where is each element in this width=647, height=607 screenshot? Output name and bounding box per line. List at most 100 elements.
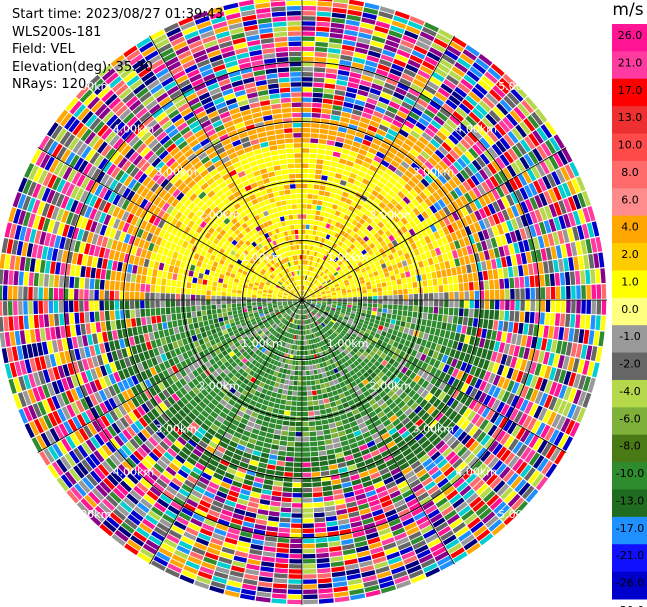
ray-gate (407, 355, 415, 363)
ray-gate (596, 284, 602, 299)
ray-gate (103, 375, 112, 387)
ray-gate (247, 341, 253, 348)
ray-gate (370, 177, 379, 185)
ray-gate (318, 330, 322, 336)
ray-gate (300, 304, 302, 310)
ray-gate (487, 203, 496, 215)
ray-gate (478, 208, 487, 219)
ray-gate (573, 328, 580, 343)
ray-gate (392, 329, 398, 336)
ray-gate (515, 370, 524, 383)
ray-gate (230, 406, 239, 414)
ray-gate (135, 394, 145, 405)
ray-gate (274, 398, 281, 404)
ray-gate (413, 511, 427, 521)
ray-gate (285, 374, 291, 380)
ray-gate (379, 467, 390, 476)
ray-gate (234, 372, 242, 379)
ray-gate (410, 442, 420, 452)
ray-gate (327, 375, 333, 382)
ray-gate (273, 318, 279, 322)
ray-gate (333, 0, 349, 4)
ray-gate (377, 363, 385, 371)
ray-gate (319, 317, 324, 322)
ray-gate (320, 248, 325, 254)
ray-gate (458, 351, 466, 362)
ray-gate (298, 320, 300, 325)
ray-gate (325, 263, 331, 269)
ray-gate (497, 268, 504, 279)
ray-gate (375, 279, 381, 284)
ray-gate (46, 397, 56, 412)
ray-gate (150, 560, 166, 572)
ray-gate (383, 206, 391, 214)
ray-gate (496, 483, 510, 497)
ray-gate (342, 191, 349, 198)
ray-gate (38, 416, 49, 432)
ray-gate (306, 380, 311, 386)
ray-gate (443, 307, 449, 315)
ray-gate (321, 305, 326, 308)
ray-gate (357, 466, 368, 474)
ray-gate (316, 557, 330, 564)
ray-gate (378, 427, 388, 436)
ray-gate (251, 486, 262, 494)
ray-gate (324, 319, 330, 324)
ray-gate (503, 244, 510, 256)
ray-gate (265, 314, 271, 319)
ray-gate (311, 328, 315, 334)
ray-gate (206, 486, 218, 495)
ray-gate (555, 300, 561, 313)
ray-gate (372, 303, 378, 308)
ray-gate (407, 311, 413, 317)
ray-gate (500, 403, 510, 416)
ray-gate (384, 237, 391, 245)
ray-gate (442, 338, 449, 347)
ray-gate (81, 459, 93, 473)
ray-gate (289, 548, 302, 554)
ray-gate (235, 503, 247, 511)
ray-gate (531, 111, 544, 126)
ray-gate (362, 306, 367, 310)
ray-gate (268, 401, 275, 408)
ray-gate (329, 266, 334, 272)
ray-gate (319, 378, 325, 384)
ray-gate (426, 319, 432, 327)
ray-gate (404, 407, 413, 417)
ray-gate (109, 491, 122, 504)
ray-gate (558, 200, 567, 215)
ray-gate (242, 413, 251, 421)
ray-gate (363, 190, 371, 198)
ray-gate (352, 451, 362, 459)
ray-gate (163, 399, 172, 409)
ray-gate (204, 406, 213, 414)
ray-gate (349, 516, 361, 523)
ray-gate (486, 494, 500, 507)
ray-gate (47, 445, 59, 461)
ray-gate (396, 49, 411, 59)
ray-gate (402, 196, 411, 205)
ray-gate (410, 269, 416, 277)
ray-gate (292, 324, 296, 329)
ray-gate (201, 561, 216, 570)
ray-gate (321, 175, 328, 181)
ray-gate (504, 180, 514, 194)
ray-gate (363, 357, 370, 364)
ray-gate (318, 270, 323, 276)
ray-gate (272, 485, 283, 492)
ray-gate (394, 115, 406, 124)
ray-gate (224, 432, 233, 440)
ray-gate (148, 436, 159, 447)
ray-gate (329, 335, 334, 341)
ray-gate (454, 61, 468, 74)
ray-gate (373, 110, 384, 119)
ray-gate (177, 436, 187, 446)
ray-gate (227, 357, 235, 365)
ray-gate (243, 336, 249, 342)
ray-gate (223, 343, 230, 350)
ray-gate (542, 175, 552, 190)
ray-gate (502, 378, 511, 390)
ray-gate (254, 379, 261, 386)
ray-gate (428, 395, 438, 405)
ray-gate (445, 450, 456, 462)
